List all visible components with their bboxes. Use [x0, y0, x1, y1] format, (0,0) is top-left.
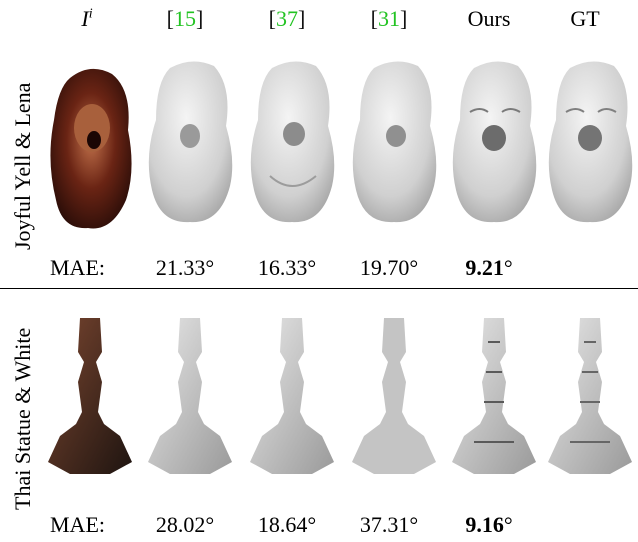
- row2-mae-ref15: 28.02°: [155, 512, 215, 537]
- header-ref37: [37]: [268, 6, 306, 31]
- citation-15[interactable]: 15: [174, 6, 196, 31]
- row1-label: Joyful Yell & Lena: [10, 82, 35, 250]
- row2-gt-render: [540, 312, 638, 482]
- row1-ref15-render: [140, 56, 240, 236]
- row2-ours-render: [444, 312, 544, 482]
- row2-ref31-render: [344, 312, 444, 482]
- input-superscript: i: [88, 6, 93, 22]
- row1-mae-ref31: 19.70°: [359, 255, 419, 280]
- row2-mae-ref37: 18.64°: [257, 512, 317, 537]
- row1-mae-ref37: 16.33°: [257, 255, 317, 280]
- row1-mae-ours: 9.21°: [444, 255, 534, 281]
- row1-mae-ours-number: 9.21: [465, 255, 504, 280]
- row1-ref31-render: [344, 56, 444, 236]
- row1-ref37-render: [242, 56, 342, 236]
- row2-ref15-render: [140, 312, 240, 482]
- header-ours: Ours: [467, 6, 511, 31]
- row2-mae-label: MAE:: [50, 512, 105, 537]
- row1-mae-ours-degree: °: [503, 255, 513, 280]
- row1-mae-ref15: 21.33°: [155, 255, 215, 280]
- row2-ref37-render: [242, 312, 342, 482]
- row1-input-image: [40, 60, 140, 240]
- citation-31[interactable]: 31: [378, 6, 400, 31]
- row1-ours-render: [444, 56, 544, 236]
- row2-mae-ours-number: 9.16: [465, 512, 504, 537]
- row2-mae-ours: 9.16°: [444, 512, 534, 538]
- input-symbol: I: [81, 6, 89, 31]
- header-ref15: [15]: [166, 6, 204, 31]
- row2-mae-ref31: 37.31°: [359, 512, 419, 537]
- row2-input-image: [40, 312, 140, 482]
- header-input: Ii: [42, 6, 132, 32]
- row1-mae-label: MAE:: [50, 255, 105, 280]
- row2-label: Thai Statue & White: [10, 327, 35, 510]
- row-divider: [0, 288, 638, 289]
- header-gt: GT: [570, 6, 600, 31]
- row2-mae-ours-degree: °: [503, 512, 513, 537]
- row1-gt-render: [540, 56, 638, 236]
- citation-37[interactable]: 37: [276, 6, 298, 31]
- header-ref31: [31]: [370, 6, 408, 31]
